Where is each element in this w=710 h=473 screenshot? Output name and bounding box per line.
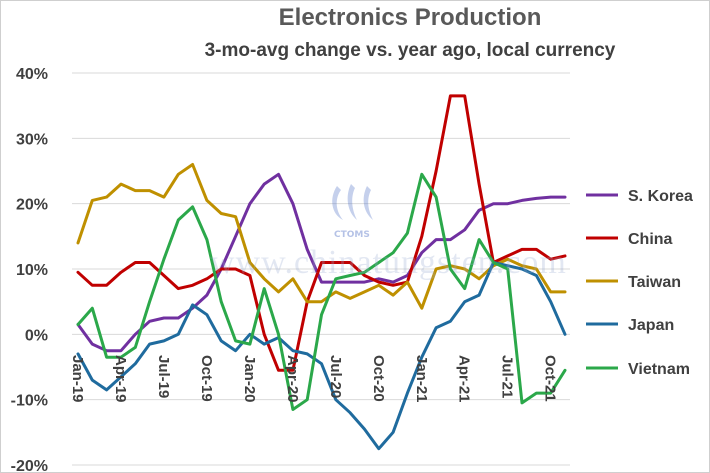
chart-subtitle: 3-mo-avg change vs. year ago, local curr… (204, 40, 616, 61)
y-axis-ticks: 40% 30% 20% 10% 0% -10% -20% (11, 66, 48, 473)
y-tick-label: -10% (11, 393, 48, 410)
series-lines (76, 94, 567, 451)
x-tick-label: Jan-19 (69, 355, 86, 403)
x-tick-label: Apr-20 (284, 355, 301, 403)
x-tick-label: Jan-21 (413, 355, 430, 403)
y-tick-label: -20% (11, 458, 48, 473)
x-tick-label: Jan-20 (241, 355, 258, 403)
y-tick-label: 20% (16, 197, 48, 214)
x-tick-label: Jul-20 (327, 355, 344, 398)
legend-label: Taiwan (628, 274, 681, 291)
x-tick-label: Jul-21 (499, 355, 516, 398)
y-tick-label: 40% (16, 66, 48, 83)
gridlines (72, 72, 570, 466)
legend-label: China (628, 231, 673, 248)
x-tick-label: Oct-20 (370, 355, 387, 402)
x-tick-label: Apr-21 (456, 355, 473, 403)
chart-title: Electronics Production (278, 4, 542, 31)
y-tick-label: 0% (25, 327, 48, 344)
legend-label: Japan (628, 317, 674, 334)
x-axis-ticks: Jan-19 Apr-19 Jul-19 Oct-19 Jan-20 Apr-20 Jul-… (69, 355, 559, 403)
watermark-text: www.chinatungsten.com (210, 244, 567, 281)
legend-label: Vietnam (628, 361, 690, 378)
y-tick-label: 30% (16, 131, 48, 148)
series-line-vietnam (76, 172, 567, 411)
watermark-logo-text: CTOMS (334, 230, 370, 240)
legend-label: S. Korea (628, 188, 693, 205)
series-line-taiwan (76, 163, 567, 310)
watermark-logo (332, 184, 373, 220)
x-tick-label: Oct-21 (542, 355, 559, 402)
series-line-japan (76, 261, 567, 451)
y-tick-label: 10% (16, 262, 48, 279)
x-tick-label: Oct-19 (198, 355, 215, 402)
x-tick-label: Apr-19 (112, 355, 129, 403)
legend: S. Korea China Taiwan Japan Vietnam (586, 188, 693, 378)
x-tick-label: Jul-19 (155, 355, 172, 398)
series-line-china (76, 94, 567, 372)
